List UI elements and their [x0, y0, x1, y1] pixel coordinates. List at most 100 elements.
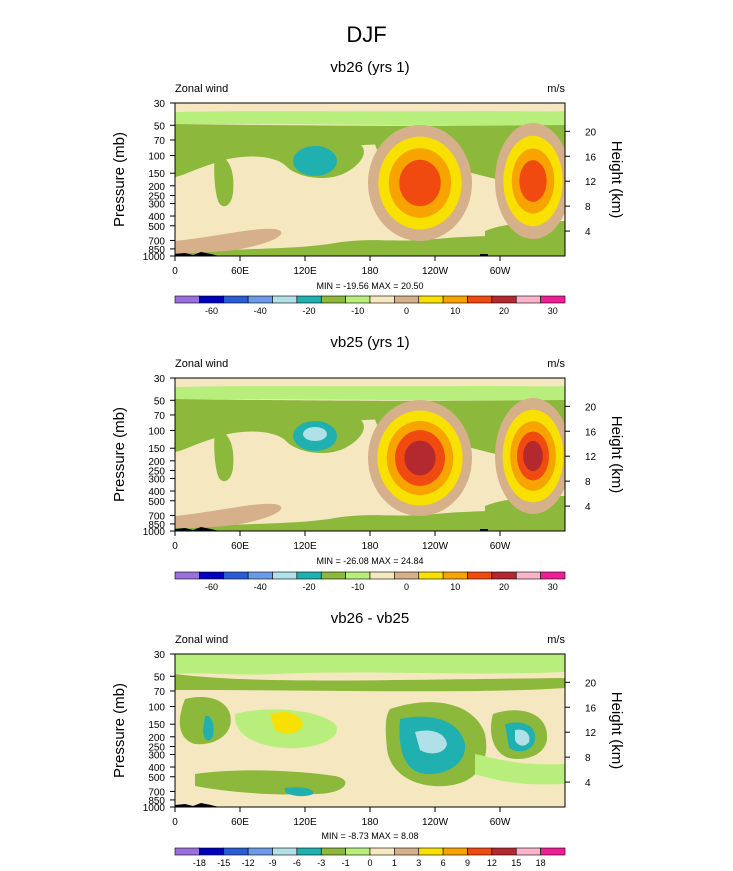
colorbar-label: -60 [205, 582, 218, 592]
colorbar-swatch [223, 847, 249, 856]
green-tongue-30E [214, 430, 234, 482]
colorbar-label: 10 [450, 582, 460, 592]
pressure-tick-label: 400 [148, 763, 165, 774]
colorbar-label: 0 [404, 306, 409, 316]
pressure-tick-label: 70 [154, 687, 166, 698]
pressure-tick-label: 100 [148, 152, 165, 163]
height-tick-label: 8 [585, 477, 591, 488]
colorbar-label: 18 [536, 858, 546, 868]
y-axis-title: Pressure (mb) [111, 407, 128, 502]
pressure-tick-label: 400 [148, 487, 165, 498]
band-light-green [175, 111, 565, 126]
colorbar-label: 30 [548, 306, 558, 316]
light-cyan-core-120W [415, 730, 447, 754]
light-cyan-core-60W [515, 729, 530, 746]
y2-axis-title: Height (km) [608, 692, 625, 770]
tan-patch-lower [175, 228, 282, 253]
pressure-tick-label: 200 [148, 457, 165, 468]
pressure-tick-label: 70 [154, 136, 166, 147]
colorbar-label: 15 [511, 858, 521, 868]
pressure-tick-label: 300 [148, 750, 165, 761]
jet-120W-level-4 [399, 159, 441, 207]
colorbar-swatch [442, 571, 468, 580]
longitude-tick-label: 0 [172, 817, 178, 828]
height-tick-label: 20 [585, 402, 597, 413]
colorbar-swatch [272, 571, 298, 580]
colorbar-label: 3 [416, 858, 421, 868]
colorbar-label: -15 [217, 858, 230, 868]
y-axis-title: Pressure (mb) [111, 683, 128, 778]
pressure-tick-label: 700 [148, 236, 165, 247]
colorbar-label: 0 [367, 858, 372, 868]
colorbar-swatch [491, 571, 517, 580]
longitude-tick-label: 120W [422, 541, 449, 552]
pressure-tick-label: 850 [148, 245, 165, 256]
colorbar-swatch [199, 571, 225, 580]
longitude-tick-label: 180 [362, 266, 379, 277]
colorbar-swatch [199, 295, 225, 304]
topography-tibet [175, 527, 219, 531]
colorbar-swatch [369, 295, 395, 304]
plot-area-2 [174, 377, 566, 532]
pressure-tick-label: 200 [148, 733, 165, 744]
lower-green-band [175, 506, 565, 531]
field-label: Zonal wind [175, 358, 228, 370]
longitude-tick-label: 120E [293, 817, 317, 828]
longitude-tick-label: 120W [422, 817, 449, 828]
pressure-tick-label: 850 [148, 520, 165, 531]
colorbar-label: 30 [548, 582, 558, 592]
longitude-tick-label: 60E [231, 817, 249, 828]
colorbar-swatch [442, 295, 468, 304]
easterly-core-120E [303, 427, 327, 441]
colorbar-swatch [320, 571, 346, 580]
colorbar-swatch [467, 295, 493, 304]
lower-light-green-east [475, 754, 565, 785]
band-30mb [175, 378, 565, 386]
longitude-tick-label: 180 [362, 541, 379, 552]
pressure-tick-label: 500 [148, 497, 165, 508]
colorbar-2: -60 -40 -20 -10 0 10 20 30 [174, 571, 566, 592]
pressure-tick-label: 500 [148, 773, 165, 784]
colorbar-swatch [296, 295, 322, 304]
colorbar-label: -3 [317, 858, 325, 868]
height-tick-label: 12 [585, 452, 597, 463]
colorbar-label: -60 [205, 306, 218, 316]
pressure-tick-label: 100 [148, 703, 165, 714]
colorbar-swatch [418, 847, 444, 856]
pressure-tick-label: 50 [154, 672, 166, 683]
colorbar-swatch [394, 571, 420, 580]
longitude-tick-label: 60W [490, 541, 511, 552]
green-tongue-30E [214, 155, 234, 207]
pressure-tick-label: 70 [154, 411, 166, 422]
contour-field [175, 378, 565, 531]
pressure-tick-label: 150 [148, 444, 165, 455]
colorbar-swatch [418, 295, 444, 304]
longitude-tick-label: 120W [422, 266, 449, 277]
longitude-tick-label: 120E [293, 541, 317, 552]
colorbar-swatch [174, 571, 200, 580]
colorbar-label: -6 [293, 858, 301, 868]
colorbar-swatch [491, 295, 517, 304]
top-band-green [175, 674, 565, 692]
min-max-stats: MIN = -19.56 MAX = 20.50 [316, 281, 423, 291]
units-label: m/s [547, 83, 565, 95]
colorbar-swatch [296, 571, 322, 580]
pressure-tick-label: 150 [148, 720, 165, 731]
pressure-tick-label: 850 [148, 796, 165, 807]
colorbar-label: -9 [268, 858, 276, 868]
pressure-tick-label: 150 [148, 169, 165, 180]
colorbar-swatch [247, 847, 273, 856]
colorbar-swatch [345, 571, 371, 580]
colorbar-swatch [491, 847, 517, 856]
pressure-tick-label: 30 [154, 374, 166, 385]
min-max-stats: MIN = -26.08 MAX = 24.84 [316, 556, 423, 566]
colorbar-swatch [418, 571, 444, 580]
contour-field [175, 654, 565, 807]
colorbar-swatch [369, 571, 395, 580]
height-tick-label: 4 [585, 778, 591, 789]
colorbar-swatch [272, 847, 298, 856]
colorbar-swatch [223, 571, 249, 580]
longitude-tick-label: 120E [293, 266, 317, 277]
colorbar-label: -10 [351, 582, 364, 592]
